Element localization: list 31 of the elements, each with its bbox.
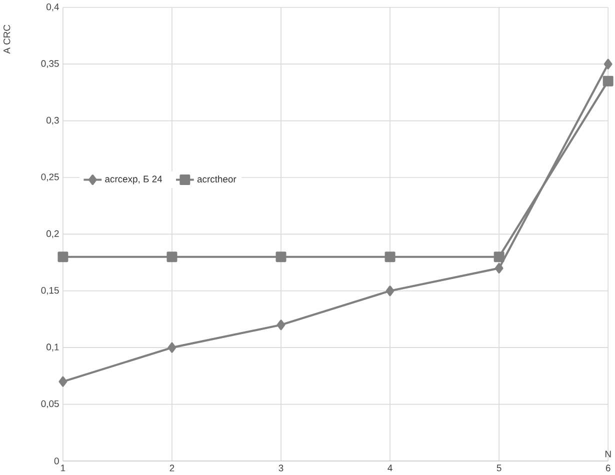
x-tick-label: 6 (606, 464, 610, 472)
point (494, 263, 504, 274)
point (384, 252, 396, 262)
x-axis-title: N (605, 450, 611, 458)
point (58, 376, 68, 387)
point (494, 252, 504, 262)
y-tick-label: 0,35 (41, 60, 59, 68)
point (166, 252, 178, 262)
y-axis-title: A CRC (3, 24, 10, 54)
point (602, 76, 614, 86)
point (168, 342, 176, 353)
legend-label: acrcexp, Б 24 (105, 176, 162, 184)
legend-label: acrctheor (197, 176, 236, 183)
x-tick-label: 2 (170, 464, 174, 472)
point (386, 286, 394, 296)
y-tick-label: 0,3 (46, 116, 59, 125)
point (276, 252, 286, 262)
y-tick-label: 0 (54, 458, 59, 464)
y-tick-label: 0,25 (41, 174, 59, 182)
point (276, 320, 286, 330)
x-tick-label: 1 (61, 464, 66, 472)
y-tick-label: 0,1 (46, 344, 59, 352)
y-tick-label: 0,2 (46, 230, 59, 238)
y-tick-label: 0,05 (41, 400, 59, 408)
point (58, 252, 68, 262)
point (604, 58, 612, 70)
y-tick-label: 0,15 (41, 287, 59, 295)
x-tick-label: 3 (278, 464, 284, 472)
x-tick-label: 5 (496, 464, 502, 472)
x-tick-label: 4 (388, 464, 392, 472)
y-tick-label: 0,4 (46, 4, 59, 12)
